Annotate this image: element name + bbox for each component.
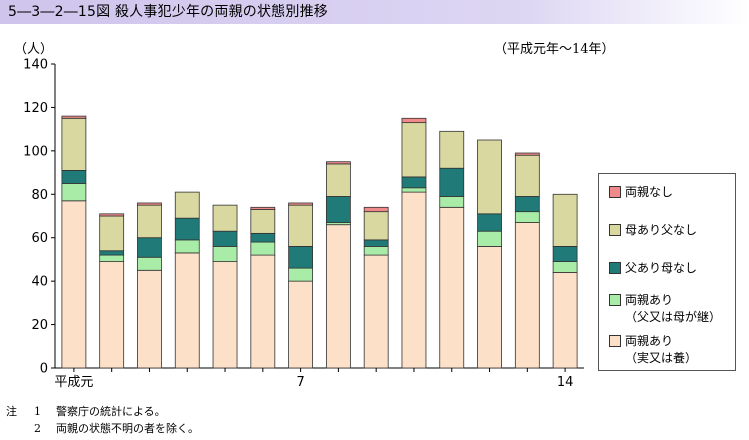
- bar-segment: [288, 204, 314, 247]
- legend-swatch: [609, 224, 621, 236]
- note-text: 両親の状態不明の者を除く。: [56, 422, 199, 435]
- bar-segment: [552, 261, 578, 273]
- bar-segment: [514, 154, 540, 197]
- y-tick-label: 0: [40, 362, 48, 377]
- legend-swatch: [609, 262, 621, 274]
- bar-segment: [99, 250, 125, 256]
- note-number: 2: [34, 422, 41, 435]
- bar-segment: [401, 117, 427, 124]
- legend-label: 母あり父なし: [625, 223, 698, 237]
- bar-segment: [99, 261, 125, 369]
- bar-segment: [174, 252, 200, 369]
- bar-segment: [99, 254, 125, 262]
- bar-segment: [288, 202, 314, 206]
- legend-swatch: [609, 186, 621, 198]
- bar-segment: [477, 213, 502, 232]
- note-number: 1: [34, 405, 41, 418]
- y-axis-unit: （人）: [14, 42, 54, 57]
- x-tick-label: 7: [296, 375, 304, 390]
- y-tick-label: 120: [23, 101, 48, 116]
- bar-segment: [250, 254, 276, 369]
- period-label: （平成元年～14年）: [494, 42, 615, 57]
- bar-segment: [250, 241, 276, 256]
- bar-segment: [477, 230, 502, 247]
- bar-segment: [99, 215, 125, 252]
- bar-segment: [401, 176, 427, 189]
- bar-segment: [137, 204, 162, 239]
- y-tick-label: 40: [31, 275, 48, 290]
- legend: 両親なし母あり父なし 父あり母なし 両親あり （父又は母が継） 両親あり （実又は養）: [598, 173, 736, 371]
- bar-segment: [325, 161, 351, 165]
- bar-segment: [174, 191, 200, 219]
- bar-segment: [401, 191, 427, 369]
- legend-label-sub: （実又は養）: [625, 351, 698, 365]
- bar-segment: [212, 204, 238, 232]
- bar-segment: [137, 202, 162, 206]
- legend-label: 父あり母なし: [625, 261, 698, 275]
- bar-segment: [552, 272, 578, 369]
- bar-segment: [61, 115, 87, 119]
- x-tick-label: 14: [557, 375, 574, 390]
- bar-segment: [514, 152, 540, 156]
- bar-segment: [477, 245, 502, 369]
- bar-segment: [514, 196, 540, 213]
- bar-segment: [363, 245, 389, 256]
- bar-segment: [288, 245, 314, 269]
- bar-segment: [401, 122, 427, 178]
- legend-label: 両親あり: [625, 334, 674, 348]
- bar-segment: [137, 237, 162, 258]
- bar-segment: [61, 183, 87, 202]
- x-tick-label: 平成元: [54, 375, 93, 390]
- bar-segment: [439, 130, 465, 169]
- bar-segment: [61, 169, 87, 184]
- y-tick-label: 80: [31, 188, 48, 203]
- bar-segment: [401, 187, 427, 193]
- bar-segment: [439, 196, 465, 208]
- bar-segment: [174, 239, 200, 254]
- bar-segment: [212, 230, 238, 247]
- title-bar: 5―3―2―15図 殺人事犯少年の両親の状態別推移: [0, 0, 749, 24]
- y-tick-label: 100: [23, 144, 48, 159]
- bar-segment: [212, 261, 238, 369]
- note-head: 注: [6, 405, 17, 418]
- bar-segment: [325, 196, 351, 223]
- bar-segment: [137, 269, 162, 369]
- legend-label: 両親あり: [625, 293, 674, 307]
- bar-segment: [288, 267, 314, 282]
- bar-segment: [514, 211, 540, 223]
- bar-segment: [99, 213, 125, 217]
- bar-segment: [363, 239, 389, 247]
- bar-segment: [288, 280, 314, 369]
- legend-swatch: [609, 294, 621, 306]
- legend-label: 両親なし: [625, 185, 674, 199]
- bar-segment: [174, 217, 200, 241]
- bar-segment: [552, 193, 578, 247]
- bar-segment: [325, 224, 351, 369]
- bar-segment: [137, 256, 162, 271]
- bar-segment: [212, 245, 238, 262]
- bar-segment: [250, 209, 276, 234]
- legend-label-sub: （父又は母が継）: [625, 310, 722, 324]
- bar-segment: [363, 206, 389, 213]
- bar-segment: [477, 139, 502, 215]
- bar-segment: [363, 254, 389, 369]
- bar-segment: [439, 167, 465, 197]
- bar-segment: [363, 211, 389, 241]
- y-tick-label: 20: [31, 318, 48, 333]
- chart-title: 5―3―2―15図 殺人事犯少年の両親の状態別推移: [8, 4, 328, 20]
- bar-segment: [514, 222, 540, 369]
- y-tick-label: 140: [23, 58, 48, 73]
- note-text: 警察庁の統計による。: [56, 405, 166, 418]
- bar-segment: [325, 163, 351, 197]
- bar-segment: [439, 206, 465, 369]
- bar-segment: [552, 245, 578, 262]
- bar-segment: [250, 206, 276, 210]
- bar-segment: [61, 117, 87, 171]
- y-tick-label: 60: [31, 231, 48, 246]
- bar-segment: [61, 200, 87, 369]
- bar-segment: [250, 232, 276, 243]
- legend-swatch: [609, 335, 621, 347]
